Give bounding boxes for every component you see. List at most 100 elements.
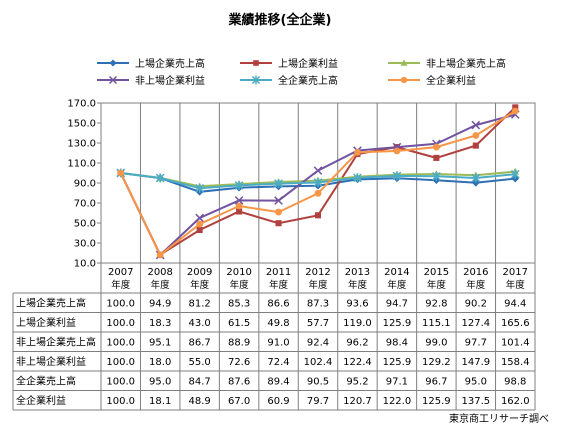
legend-marker [109,59,117,67]
data-point [393,147,401,155]
table-cell: 55.0 [189,357,211,368]
table-cell: 165.6 [501,318,530,329]
data-point [432,143,440,151]
table-cell: 94.4 [504,299,526,310]
x-tick-suffix: 年度 [387,279,407,291]
table-cell: 100.0 [106,396,135,407]
x-tick-suffix: 年度 [269,279,289,291]
source-note: 東京商工リサーチ調べ [449,414,549,425]
y-tick-label: 30.0 [74,239,96,250]
y-tick-label: 130.0 [67,139,96,150]
table-cell: 72.6 [228,357,250,368]
legend-marker [108,75,118,85]
x-tick-label: 2016 [463,267,488,278]
table-cell: 101.4 [501,338,530,349]
data-point [196,220,204,228]
table-cell: 120.7 [343,396,372,407]
table-cell: 87.3 [307,299,329,310]
table-row-label: 上場企業利益 [16,316,76,329]
table-cell: 147.9 [461,357,490,368]
y-tick-label: 70.0 [74,199,96,210]
table-cell: 127.4 [461,318,490,329]
data-point [275,208,282,216]
legend-marker [251,75,261,85]
table-cell: 89.4 [267,377,289,388]
data-point [314,189,322,197]
table-cell: 98.8 [504,377,526,388]
table-cell: 93.6 [346,299,368,310]
table-cell: 18.1 [149,396,171,407]
data-point [195,213,204,223]
table-cell: 98.4 [386,338,408,349]
table-cell: 94.7 [386,299,408,310]
data-point [236,208,243,215]
legend-label: 非上場企業売上高 [426,57,506,70]
table-cell: 48.9 [189,396,211,407]
table-cell: 115.1 [422,318,451,329]
table-row-label: 非上場企業売上高 [16,336,96,349]
y-tick-label: 150.0 [67,119,96,130]
y-tick-label: 110.0 [67,159,96,170]
legend-label: 全企業利益 [426,74,476,87]
table-cell: 100.0 [106,318,135,329]
data-point [510,169,520,179]
x-tick-label: 2012 [305,267,330,278]
table-cell: 79.7 [307,396,329,407]
table-cell: 129.2 [422,357,451,368]
table-cell: 100.0 [106,338,135,349]
data-point [274,196,283,205]
x-tick-suffix: 年度 [111,279,131,291]
data-point [274,179,283,189]
table-cell: 95.0 [465,377,487,388]
x-tick-label: 2011 [266,267,291,278]
data-point [313,166,323,175]
table-cell: 125.9 [383,318,412,329]
data-point [433,154,440,161]
data-point [234,180,244,190]
table-cell: 60.9 [267,396,289,407]
x-tick-suffix: 年度 [308,279,328,291]
table-cell: 87.6 [228,377,250,388]
table-cell: 94.9 [149,299,171,310]
table-cell: 18.3 [149,318,171,329]
y-tick-label: 50.0 [74,219,96,230]
table-cell: 92.8 [425,299,447,310]
data-point [471,173,481,183]
data-point [432,171,441,181]
x-tick-suffix: 年度 [466,279,486,291]
table-cell: 95.0 [149,377,171,388]
table-cell: 96.7 [425,377,447,388]
table-cell: 97.1 [386,377,408,388]
data-point [353,173,362,183]
data-point [235,202,243,210]
table-cell: 18.0 [149,357,171,368]
x-tick-label: 2009 [187,267,212,278]
table-cell: 91.0 [267,338,289,349]
table-cell: 90.2 [465,299,487,310]
table-cell: 61.5 [228,318,250,329]
table-cell: 92.4 [307,338,329,349]
table-cell: 158.4 [501,357,530,368]
x-tick-label: 2015 [424,267,449,278]
table-cell: 86.6 [267,299,289,310]
table-cell: 97.7 [465,338,487,349]
table-cell: 84.7 [189,377,211,388]
table-row-label: 非上場企業利益 [16,355,86,368]
x-tick-suffix: 年度 [427,279,447,291]
table-cell: 95.1 [149,338,171,349]
table-cell: 100.0 [106,299,135,310]
data-point [392,171,402,181]
table-cell: 119.0 [343,318,372,329]
chart-title: 業績推移(全企業) [228,12,332,28]
legend-label: 上場企業利益 [278,57,338,70]
x-tick-label: 2013 [345,267,370,278]
table-cell: 122.0 [383,396,412,407]
x-tick-suffix: 年度 [151,279,171,291]
table-row-label: 全企業利益 [16,394,66,407]
data-point [313,177,323,188]
data-point [117,169,125,177]
legend-marker [400,76,408,84]
table-cell: 100.0 [106,357,135,368]
data-point [156,251,164,259]
